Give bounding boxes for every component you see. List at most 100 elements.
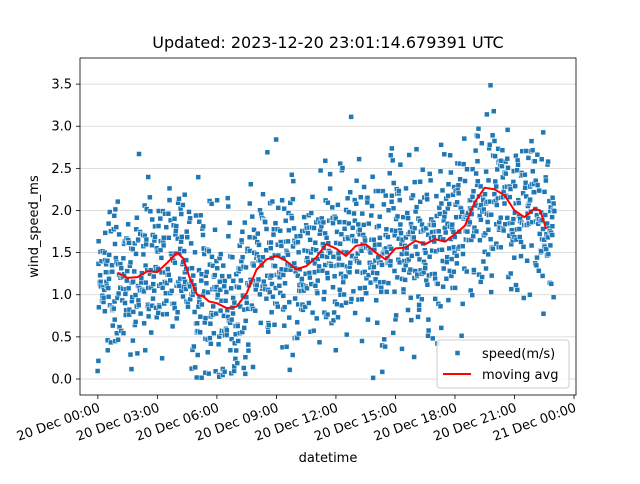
- scatter-point: [376, 223, 382, 229]
- scatter-point: [401, 267, 407, 273]
- scatter-point: [124, 277, 130, 284]
- scatter-point: [363, 290, 370, 296]
- scatter-point: [260, 254, 266, 261]
- scatter-point: [256, 242, 262, 248]
- scatter-point: [184, 234, 191, 240]
- scatter-point: [159, 355, 165, 362]
- scatter-point: [295, 272, 301, 279]
- scatter-point: [305, 230, 311, 236]
- scatter-point: [231, 299, 238, 306]
- scatter-point: [352, 310, 358, 316]
- scatter-point: [225, 203, 232, 210]
- scatter-point: [174, 309, 181, 315]
- scatter-point: [185, 303, 191, 310]
- scatter-point: [100, 294, 107, 301]
- scatter-point: [330, 253, 337, 260]
- scatter-point: [534, 254, 540, 261]
- scatter-point: [270, 293, 276, 300]
- scatter-point: [477, 279, 484, 285]
- scatter-point: [397, 161, 404, 168]
- scatter-point: [230, 310, 236, 317]
- scatter-point: [104, 257, 111, 264]
- scatter-point: [346, 220, 352, 227]
- scatter-point: [239, 254, 246, 260]
- scatter-point: [488, 289, 494, 295]
- scatter-point: [109, 268, 116, 275]
- scatter-point: [516, 226, 523, 232]
- scatter-point: [111, 298, 118, 305]
- scatter-point: [205, 289, 211, 296]
- scatter-point: [477, 237, 483, 243]
- scatter-point: [487, 236, 494, 242]
- scatter-point: [215, 291, 221, 298]
- scatter-point: [261, 278, 267, 285]
- scatter-point: [143, 241, 149, 248]
- scatter-point: [263, 295, 270, 302]
- scatter-point: [263, 226, 270, 232]
- scatter-point: [330, 317, 337, 324]
- scatter-point: [338, 231, 345, 238]
- scatter-point: [264, 149, 271, 156]
- scatter-point: [437, 168, 444, 175]
- scatter-point: [440, 283, 446, 290]
- scatter-point: [460, 251, 466, 257]
- scatter-point: [234, 360, 241, 366]
- scatter-point: [540, 129, 546, 136]
- scatter-point: [494, 166, 501, 173]
- scatter-point: [452, 285, 458, 291]
- scatter-point: [157, 247, 164, 253]
- scatter-point: [178, 211, 185, 217]
- scatter-point: [360, 222, 367, 228]
- scatter-point: [286, 299, 293, 305]
- scatter-point: [431, 222, 437, 228]
- scatter-point: [282, 280, 288, 287]
- scatter-point: [438, 142, 444, 148]
- scatter-point: [523, 148, 529, 154]
- scatter-point: [525, 155, 532, 161]
- scatter-point: [358, 248, 365, 254]
- scatter-point: [250, 364, 256, 370]
- scatter-point: [193, 212, 199, 219]
- scatter-point: [507, 270, 514, 277]
- scatter-point: [474, 158, 481, 164]
- scatter-point: [145, 174, 151, 180]
- scatter-point: [314, 277, 321, 284]
- scatter-point: [143, 236, 150, 243]
- scatter-point: [150, 273, 157, 280]
- scatter-point: [309, 309, 316, 316]
- scatter-point: [366, 220, 372, 227]
- scatter-point: [280, 293, 287, 299]
- scatter-point: [287, 367, 293, 373]
- scatter-point: [330, 284, 336, 290]
- scatter-point: [132, 292, 139, 298]
- scatter-point: [549, 214, 555, 220]
- scatter-point: [431, 271, 438, 277]
- scatter-point: [467, 287, 474, 294]
- scatter-point: [319, 253, 325, 259]
- scatter-point: [409, 253, 415, 259]
- scatter-point: [411, 234, 417, 241]
- scatter-point: [403, 250, 410, 257]
- scatter-point: [364, 195, 371, 201]
- scatter-point: [166, 185, 173, 192]
- scatter-point: [280, 272, 287, 278]
- scatter-point: [106, 276, 112, 282]
- scatter-point: [289, 352, 296, 358]
- scatter-point: [411, 179, 418, 185]
- scatter-point: [292, 295, 298, 302]
- scatter-point: [522, 179, 529, 186]
- scatter-point: [227, 347, 234, 353]
- scatter-point: [398, 230, 404, 236]
- scatter-point: [219, 273, 225, 279]
- scatter-point: [446, 201, 452, 207]
- scatter-point: [367, 249, 374, 256]
- scatter-point: [337, 240, 343, 247]
- scatter-point: [320, 219, 327, 226]
- scatter-point: [521, 295, 527, 301]
- scatter-point: [348, 296, 355, 302]
- scatter-point: [486, 141, 493, 148]
- scatter-point: [356, 156, 362, 162]
- scatter-point: [196, 219, 203, 225]
- scatter-point: [212, 272, 218, 278]
- scatter-point: [282, 217, 289, 224]
